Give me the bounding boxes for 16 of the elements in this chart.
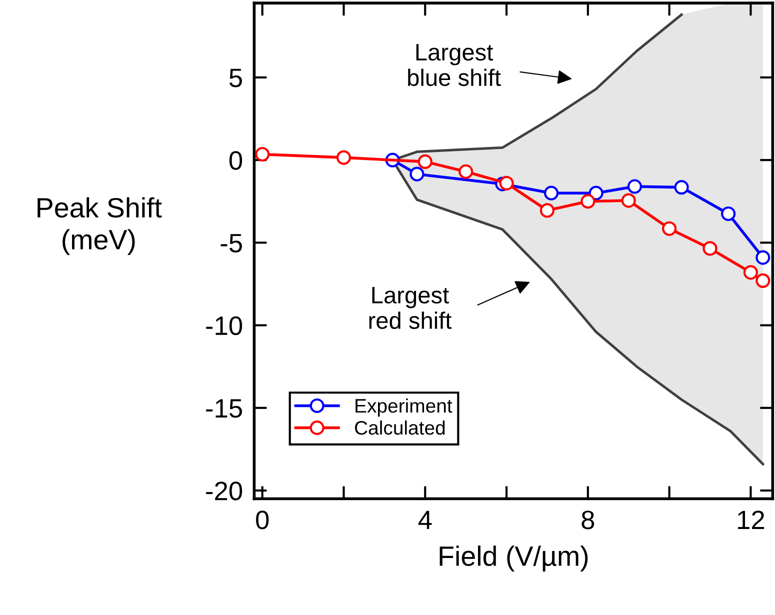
annotation: Largest blue shift (408, 44, 501, 86)
x-tick-label: 8 (582, 510, 594, 530)
x-tick-label: 0 (256, 510, 269, 530)
legend-label: Experiment (356, 398, 452, 417)
y-tick-label: 0 (229, 151, 242, 170)
y-tick-label: -15 (206, 399, 242, 418)
y-tick-label: -20 (206, 482, 242, 500)
y-tick-label: -5 (220, 234, 242, 252)
x-tick-label: 12 (738, 510, 764, 529)
y-tick-label: -10 (206, 316, 242, 336)
y-tick-label: 5 (229, 68, 242, 88)
y-axis-title: Peak Shift (meV) (38, 197, 162, 256)
x-axis-title: Field (V/µm) (440, 546, 588, 572)
x-tick-label: 4 (418, 510, 432, 529)
annotation: Largest red shift (369, 287, 452, 329)
legend-label: Calculated (355, 420, 445, 435)
